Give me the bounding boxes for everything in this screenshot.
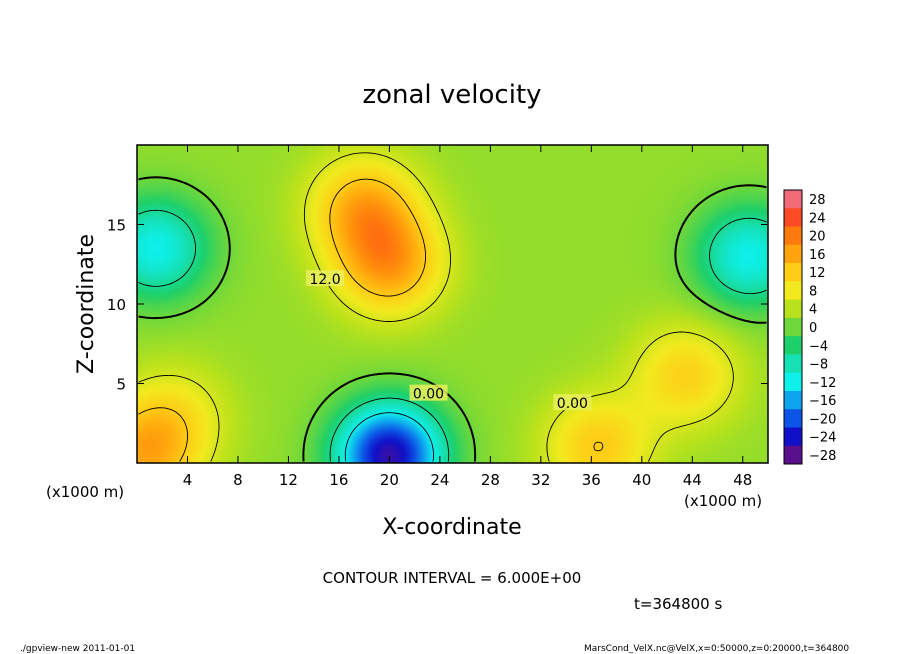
y-axis-ticks: 5 10 15	[107, 217, 768, 394]
plot-field-area: 12.0 0.00 0.00	[136, 144, 769, 464]
colorbar-label: 12	[809, 266, 826, 281]
colorbar-swatch	[784, 336, 802, 355]
colorbar-label: −28	[809, 449, 836, 464]
chart-title: zonal velocity	[362, 80, 541, 110]
x-tick-label: 24	[430, 471, 449, 489]
contour-level-line	[138, 209, 767, 462]
colorbar-swatch	[784, 244, 802, 264]
colorbar-swatch	[784, 390, 802, 410]
contour-label-bg	[553, 394, 592, 411]
contour-labels: 12.0 0.00 0.00	[306, 270, 592, 412]
colorbar-label: −16	[809, 394, 836, 409]
x-tick-label: 32	[531, 471, 550, 489]
colorbar-labels: 28 24 20 16 12 8 4 0 −4 −8 −12 −16 −20 −24 −28	[809, 193, 836, 464]
colorbar-label: 0	[809, 321, 817, 336]
contour-level-line	[344, 412, 434, 462]
contour-label-bg	[306, 270, 345, 287]
x-tick-label: 16	[329, 471, 348, 489]
velocity-field-shading	[137, 145, 768, 463]
colorbar-swatch	[784, 354, 802, 374]
x-axis-label: X-coordinate	[382, 515, 521, 540]
colorbar-swatch	[784, 409, 802, 428]
colorbar-label: −12	[809, 376, 836, 391]
x-axis-ticks: 4 8 12 16 20 24 28 32 36 40 44 48	[183, 145, 752, 489]
colorbar-label: 24	[809, 211, 826, 226]
colorbar-swatch	[784, 190, 802, 209]
colorbar-label: 16	[809, 248, 826, 263]
colorbar-label: −24	[809, 431, 836, 446]
y-axis-label: Z-coordinate	[74, 234, 99, 374]
colorbar-swatch	[784, 263, 802, 282]
colorbar-swatch	[784, 299, 802, 319]
colorbar-label: −4	[809, 339, 828, 354]
contour-label: 0.00	[413, 387, 444, 403]
colorbar-swatch	[784, 372, 802, 392]
colorbar-swatches	[784, 190, 802, 465]
contour-label: 0.00	[557, 396, 588, 412]
x-tick-label: 48	[733, 471, 752, 489]
x-tick-label: 4	[183, 471, 193, 489]
colorbar-swatch	[784, 317, 802, 337]
x-tick-label: 12	[279, 471, 298, 489]
x-tick-label: 40	[632, 471, 651, 489]
x-tick-label: 20	[380, 471, 399, 489]
colorbar-frame	[783, 189, 803, 465]
contour-label: 12.0	[309, 272, 340, 288]
contour-label-bg	[409, 384, 448, 401]
footer-right: MarsCond_VelX.nc@VelX,x=0:50000,z=0:2000…	[584, 644, 849, 654]
colorbar-label: 20	[809, 230, 826, 245]
y-tick-label: 10	[107, 296, 126, 314]
colorbar-swatch	[784, 226, 802, 246]
x-tick-label: 28	[481, 471, 500, 489]
footer-left: ./gpview-new 2011-01-01	[20, 644, 135, 654]
x-tick-label: 36	[582, 471, 601, 489]
x-unit-label-left: (x1000 m)	[46, 483, 124, 501]
colorbar-swatch	[784, 281, 802, 301]
colorbar-swatch	[784, 445, 802, 465]
colorbar-swatch	[784, 427, 802, 447]
colorbar-swatch	[784, 208, 802, 228]
y-tick-label: 15	[107, 217, 126, 235]
x-unit-label-right: (x1000 m)	[684, 492, 762, 510]
y-tick-label: 5	[116, 376, 126, 394]
time-label: t=364800 s	[634, 595, 722, 613]
x-tick-label: 8	[233, 471, 243, 489]
colorbar-label: −8	[809, 358, 828, 373]
colorbar-label: −20	[809, 412, 836, 427]
colorbar: 28 24 20 16 12 8 4 0 −4 −8 −12 −16 −20 −24 −28	[783, 189, 836, 465]
colorbar-label: 4	[809, 303, 817, 318]
colorbar-label: 28	[809, 193, 826, 208]
contour-interval-text: CONTOUR INTERVAL = 6.000E+00	[323, 569, 582, 587]
colorbar-label: 8	[809, 284, 817, 299]
x-tick-label: 44	[683, 471, 702, 489]
contour-level-line	[138, 178, 604, 462]
